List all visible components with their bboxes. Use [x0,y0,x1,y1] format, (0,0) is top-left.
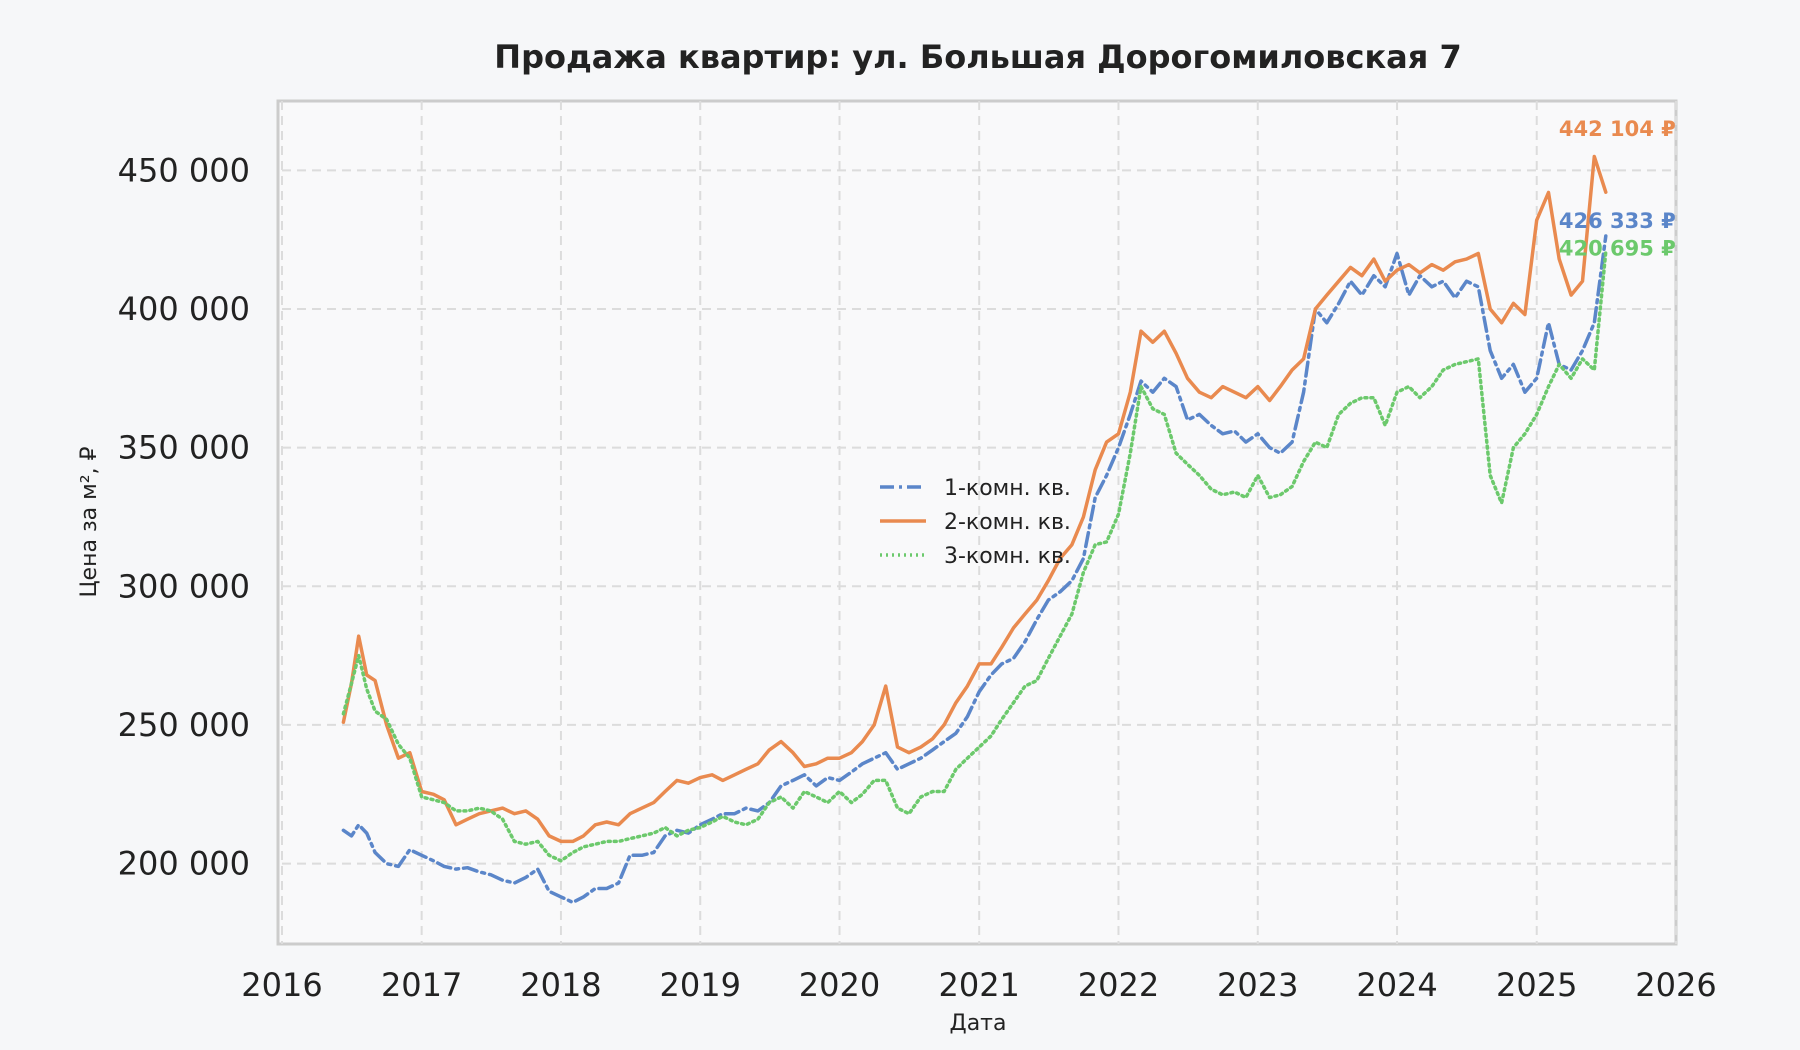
legend: 1-комн. кв. 2-комн. кв. 3-комн. кв. [880,476,1071,569]
x-tick-label: 2017 [381,966,462,1004]
x-tick-label: 2018 [520,966,601,1004]
series-line-3 [341,249,1608,863]
x-tick-label: 2024 [1356,966,1437,1004]
series-layer [341,154,1608,905]
end-value-label: 442 104 ₽ [1559,117,1676,141]
end-value-label: 426 333 ₽ [1559,209,1676,233]
legend-label: 1-комн. кв. [944,476,1071,501]
legend-label: 3-комн. кв. [944,544,1071,569]
y-tick-label: 250 000 [118,706,250,744]
x-tick-label: 2020 [799,966,880,1004]
y-tick-label: 350 000 [118,429,250,467]
chart-title: Продажа квартир: ул. Большая Дорогомилов… [494,38,1461,76]
series-line-1 [341,234,1608,905]
x-axis-label: Дата [950,1011,1007,1036]
end-labels: 426 333 ₽ 442 104 ₽ 420 695 ₽ [1559,117,1676,260]
grid-lines [281,101,1677,944]
y-axis-ticks: 200 000 250 000 300 000 350 000 400 000 450 0… [118,151,250,882]
y-tick-label: 450 000 [118,151,250,189]
y-axis-label: Цена за м², ₽ [77,446,102,597]
x-tick-label: 2021 [938,966,1019,1004]
x-tick-label: 2022 [1078,966,1159,1004]
x-tick-label: 2026 [1635,966,1716,1004]
y-tick-label: 400 000 [118,290,250,328]
x-tick-label: 2016 [241,966,322,1004]
end-value-label: 420 695 ₽ [1559,237,1676,261]
y-tick-label: 200 000 [118,845,250,883]
x-tick-label: 2023 [1217,966,1298,1004]
y-tick-label: 300 000 [118,567,250,605]
x-tick-label: 2025 [1496,966,1577,1004]
x-axis-ticks: 2016 2017 2018 2019 2020 2021 2022 2023 2024 2025… [241,966,1716,1004]
plot-area [276,99,1678,946]
series-line-2 [341,154,1608,844]
legend-label: 2-комн. кв. [944,510,1071,535]
x-tick-label: 2019 [660,966,741,1004]
